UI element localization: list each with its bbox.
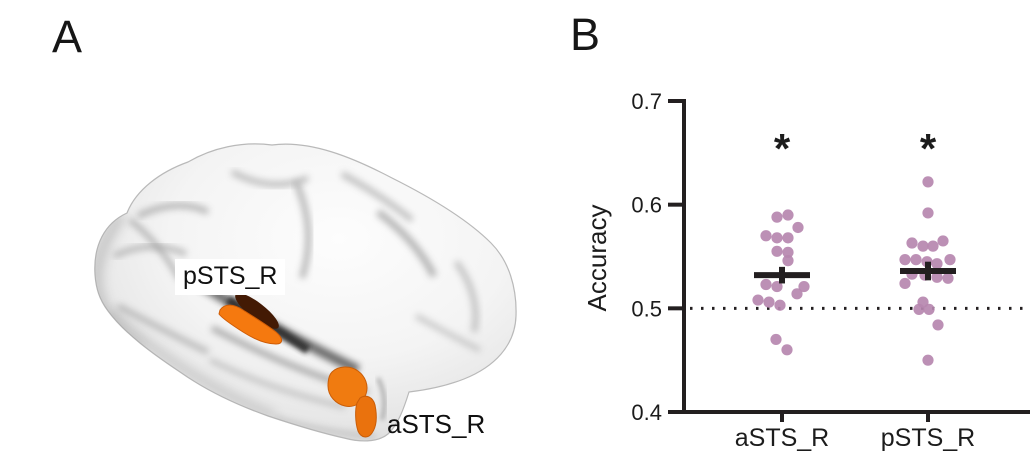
y-tick-label: 0.4 <box>631 400 662 425</box>
data-point <box>798 280 810 293</box>
data-point <box>770 333 782 346</box>
accuracy-plot-svg: * * 0.4 0.5 0.6 0.7 aSTS_R pSTS_R Accuracy <box>582 89 1030 452</box>
data-point <box>774 299 786 311</box>
y-tick-label: 0.6 <box>631 193 662 218</box>
data-point <box>910 254 922 266</box>
data-point <box>752 294 764 306</box>
data-point <box>917 240 929 252</box>
data-point <box>781 344 793 356</box>
parietal-sulcus <box>375 209 438 278</box>
psts-highlight <box>218 304 283 345</box>
data-point <box>791 288 803 300</box>
psts-highlight-dark <box>235 293 279 329</box>
shading-bottom <box>107 309 276 419</box>
central-sulcus <box>293 180 312 279</box>
x-category-label: pSTS_R <box>881 424 975 452</box>
data-point <box>782 255 794 267</box>
data-point <box>922 176 934 188</box>
posterior-sulcus <box>414 313 482 353</box>
data-point <box>782 209 794 221</box>
accuracy-chart: * * 0.4 0.5 0.6 0.7 aSTS_R pSTS_R Accuracy <box>580 80 1031 464</box>
frontal-sulcus-2 <box>112 243 188 259</box>
frontal-sulcus-4 <box>116 303 210 355</box>
data-point <box>899 277 911 290</box>
panel-a-label: A <box>52 11 83 62</box>
data-point <box>771 211 783 223</box>
data-point <box>922 354 934 366</box>
data-point <box>932 319 944 331</box>
data-point <box>763 296 775 308</box>
data-point <box>937 235 949 247</box>
x-category-label: aSTS_R <box>735 424 829 452</box>
y-tick-label: 0.5 <box>631 296 662 321</box>
dorsal-sulcus-1 <box>230 169 310 188</box>
occipital-sulcus <box>453 260 479 333</box>
data-point <box>944 254 956 266</box>
data-point <box>760 278 772 291</box>
significance-asterisk: * <box>774 125 791 172</box>
data-point <box>792 221 804 234</box>
data-point <box>922 207 934 219</box>
y-axis-title: Accuracy <box>582 205 612 312</box>
asts-region-label: aSTS_R <box>387 409 486 439</box>
dorsal-sulcus-2 <box>340 171 414 223</box>
inferior-temporal-sulcus <box>208 357 346 410</box>
data-point <box>771 280 783 293</box>
psts-region-label: pSTS_R <box>175 259 286 295</box>
data-point <box>771 245 783 257</box>
asts-highlight-lower <box>355 395 377 438</box>
data-point <box>927 240 939 252</box>
data-point <box>923 303 935 315</box>
data-point <box>771 232 783 244</box>
pole-notch-shade <box>376 377 387 421</box>
data-point <box>760 230 772 242</box>
data-point <box>782 246 794 258</box>
data-point <box>913 303 925 315</box>
panel-b-label: B <box>570 9 601 60</box>
data-point <box>931 271 943 283</box>
data-point <box>942 272 954 284</box>
y-tick-label: 0.7 <box>631 89 662 114</box>
data-point <box>906 237 918 249</box>
data-point <box>782 232 794 244</box>
significance-asterisk: * <box>920 125 937 172</box>
data-point <box>931 258 943 270</box>
frontal-sulcus-1 <box>136 202 210 219</box>
data-point <box>899 254 911 266</box>
